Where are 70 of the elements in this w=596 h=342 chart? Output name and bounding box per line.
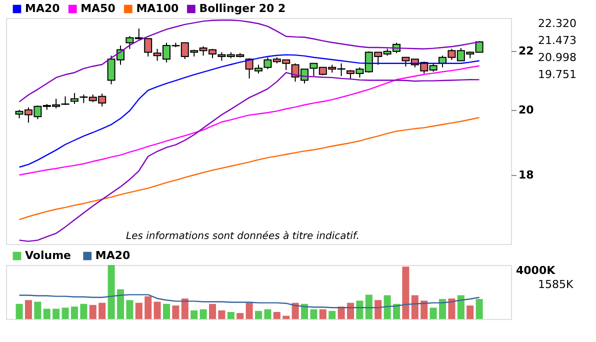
bar — [476, 299, 483, 319]
legend-label: MA50 — [80, 2, 116, 15]
bar — [384, 295, 391, 319]
bar — [236, 313, 244, 319]
bar — [208, 304, 216, 319]
text: 21.473 — [538, 34, 576, 47]
bar — [34, 302, 42, 319]
bar — [439, 299, 446, 319]
bar — [264, 309, 272, 319]
legend-label: MA20 — [95, 249, 131, 262]
legend-label: MA100 — [136, 2, 179, 15]
bar — [190, 310, 198, 319]
text: 22.320 — [538, 17, 576, 30]
bar — [310, 309, 318, 319]
annotation: Les informations sont données à titre indicatif. — [126, 231, 360, 242]
bar — [80, 304, 88, 319]
bar — [466, 306, 474, 319]
candlestick — [70, 92, 78, 104]
y-tick-label: 18 — [518, 168, 534, 182]
bar — [393, 304, 400, 319]
bar — [328, 310, 336, 319]
line-series — [18, 20, 480, 102]
line-series — [18, 65, 480, 176]
bar — [98, 302, 106, 319]
line-series — [18, 116, 480, 220]
bar — [181, 298, 188, 319]
text: 20.998 — [538, 51, 576, 64]
bar — [162, 304, 170, 319]
bar — [52, 308, 60, 319]
y-tick-label: 22 — [518, 44, 534, 58]
bar — [24, 300, 32, 319]
bar — [411, 295, 418, 319]
bar — [16, 304, 23, 319]
bar — [126, 300, 134, 319]
bar — [154, 302, 161, 319]
bar — [282, 316, 290, 319]
bar — [62, 308, 69, 319]
line-series — [18, 54, 480, 168]
bar — [273, 312, 280, 319]
bar — [301, 304, 308, 319]
bar — [227, 312, 234, 319]
legend-label: Bollinger 20 2 — [199, 2, 286, 15]
bar — [43, 308, 50, 319]
bar — [70, 306, 78, 319]
bar — [374, 300, 382, 319]
bar — [319, 309, 326, 319]
y-tick-label: 20 — [518, 103, 534, 116]
bar — [246, 302, 253, 319]
bar — [89, 304, 96, 319]
bar — [172, 306, 180, 319]
bar — [356, 300, 364, 319]
legend-label: Volume — [25, 249, 71, 262]
bar — [144, 296, 152, 319]
bar — [420, 300, 428, 319]
bar — [116, 289, 124, 319]
bar — [430, 308, 437, 319]
bar — [365, 294, 372, 319]
text: 4000K — [516, 264, 556, 277]
bar — [448, 298, 456, 319]
bar — [135, 302, 142, 319]
bar — [292, 302, 299, 319]
bar — [402, 266, 410, 319]
bar — [108, 265, 115, 319]
bar — [200, 309, 207, 319]
bar — [457, 295, 464, 319]
bar — [255, 310, 262, 319]
bar — [218, 310, 226, 319]
text: 1585K — [538, 278, 574, 291]
text: 19.751 — [538, 68, 576, 81]
legend-label: MA20 — [25, 2, 60, 15]
